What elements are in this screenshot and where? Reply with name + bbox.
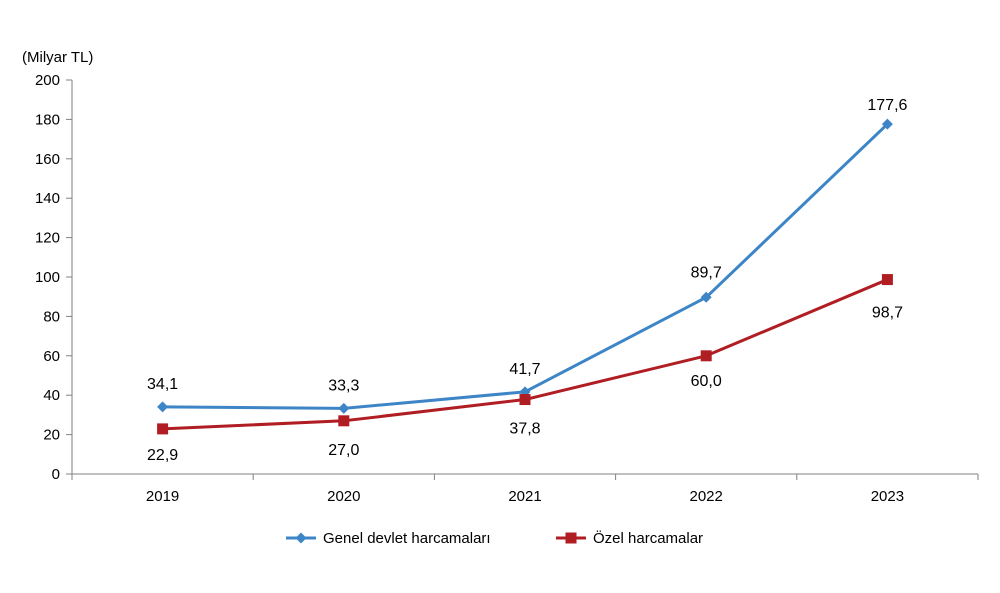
legend-label: Özel harcamalar [593, 529, 703, 547]
data-point [157, 401, 169, 413]
x-tick-label: 2020 [327, 488, 360, 505]
legend-item: Özel harcamalar [556, 529, 703, 547]
y-tick-label: 100 [35, 269, 60, 286]
y-tick-label: 160 [35, 151, 60, 168]
data-label: 41,7 [509, 361, 540, 378]
y-tick-label: 0 [52, 466, 60, 483]
x-tick-label: 2023 [871, 488, 904, 505]
data-point [700, 350, 712, 362]
y-tick-label: 200 [35, 72, 60, 89]
y-tick-label: 120 [35, 230, 60, 247]
data-label: 34,1 [147, 376, 178, 393]
x-tick-label: 2022 [690, 488, 723, 505]
data-point [338, 402, 350, 414]
x-tick-label: 2019 [146, 488, 179, 505]
y-tick-label: 140 [35, 190, 60, 207]
legend-marker [565, 532, 577, 544]
data-point [338, 415, 350, 427]
legend: Genel devlet harcamaları Özel harcamalar [286, 529, 703, 547]
data-label: 22,9 [147, 447, 178, 464]
y-tick-label: 180 [35, 111, 60, 128]
data-label: 89,7 [691, 264, 722, 281]
data-label: 33,3 [328, 377, 359, 394]
data-label: 60,0 [691, 373, 722, 390]
data-point [700, 291, 712, 303]
y-tick-label: 40 [43, 387, 60, 404]
y-tick-label: 60 [43, 348, 60, 365]
data-label: 98,7 [872, 305, 903, 322]
axes: 0 20 40 60 80 100 120 140 160 180 200 2019 2020 2021 2… [35, 72, 979, 505]
legend-item: Genel devlet harcamaları [286, 530, 491, 547]
x-tick-label: 2021 [508, 488, 541, 505]
y-tick-label: 80 [43, 308, 60, 325]
data-point [881, 274, 893, 286]
data-label: 27,0 [328, 442, 359, 459]
data-label: 37,8 [509, 421, 540, 438]
series-2: 22,9 27,0 37,8 60,0 98,7 [147, 274, 903, 464]
legend-label: Genel devlet harcamaları [323, 530, 491, 547]
series-layer: 34,1 33,3 41,7 89,7 177,6 22,9 27,0 37,8 60,0 98,… [147, 97, 907, 464]
y-tick-label: 20 [43, 427, 60, 444]
unit-label: (Milyar TL) [22, 49, 93, 66]
data-point [881, 118, 893, 130]
data-label: 177,6 [867, 97, 907, 114]
data-point [157, 423, 169, 435]
data-point [519, 394, 531, 406]
legend-marker [295, 532, 307, 544]
series-1: 34,1 33,3 41,7 89,7 177,6 [147, 97, 908, 414]
